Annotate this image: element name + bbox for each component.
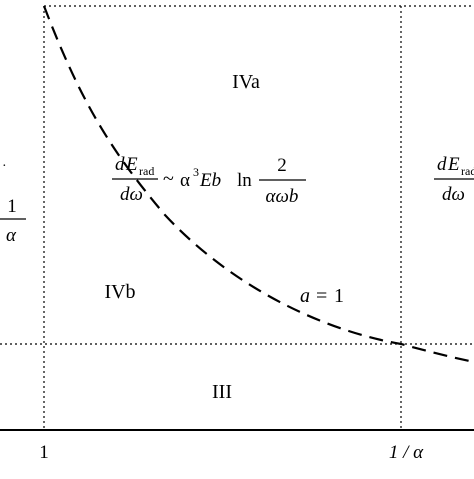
left-fraction-numerator: 1 bbox=[7, 196, 17, 217]
curve-label-value: 1 bbox=[334, 285, 344, 307]
boundary-curve-a-equals-1 bbox=[42, 5, 474, 364]
formula-cube-exponent: 3 bbox=[193, 165, 199, 179]
right-fragment-numerator-subscript: rad bbox=[461, 164, 474, 178]
spectrum-formula: d E rad dω ~ α 3 Eb ln 2 αωb bbox=[112, 154, 306, 207]
formula-ln: ln bbox=[237, 170, 252, 191]
region-label-ivb: IVb bbox=[104, 281, 135, 303]
curve-label: a = 1 bbox=[300, 285, 344, 307]
left-edge-mark: · bbox=[2, 159, 7, 174]
formula-alpha: α bbox=[180, 170, 190, 191]
right-fragment-numerator-d: d bbox=[437, 154, 447, 175]
left-edge-fraction: · 1 α bbox=[0, 159, 26, 246]
region-label-iii: III bbox=[212, 381, 232, 403]
x-tick-label-one: 1 bbox=[39, 442, 49, 463]
curve-label-variable: a bbox=[300, 285, 310, 307]
right-fragment-numerator-e: E bbox=[447, 154, 460, 175]
formula-numerator-e: E bbox=[125, 154, 138, 175]
formula-log-denominator: αωb bbox=[266, 186, 299, 207]
formula-tilde: ~ bbox=[163, 168, 174, 190]
x-tick-label-inverse-alpha: 1 / α bbox=[389, 442, 424, 463]
formula-eb: Eb bbox=[199, 170, 221, 191]
formula-denominator: dω bbox=[120, 184, 143, 205]
formula-numerator-d: d bbox=[115, 154, 125, 175]
region-label-iva: IVa bbox=[232, 71, 260, 93]
right-fragment-denominator: dω bbox=[442, 184, 465, 205]
curve-label-equals: = bbox=[316, 285, 327, 307]
formula-log-numerator: 2 bbox=[277, 155, 287, 176]
right-edge-formula-fragment: d E rad dω bbox=[434, 154, 474, 205]
formula-numerator-subscript: rad bbox=[139, 164, 154, 178]
left-fraction-denominator: α bbox=[6, 225, 17, 246]
